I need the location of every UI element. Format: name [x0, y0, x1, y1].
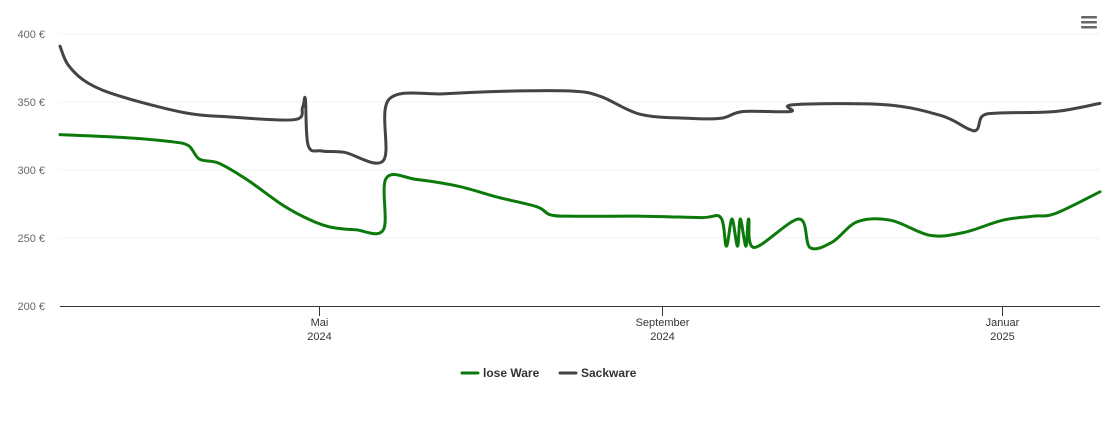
- legend-label: Sackware: [581, 366, 637, 380]
- y-tick-label: 400 €: [17, 29, 45, 41]
- hamburger-menu-icon: [1081, 16, 1097, 29]
- y-tick-label: 300 €: [17, 165, 45, 177]
- x-tick-label: Mai: [311, 317, 329, 329]
- series-line-sackware: [58, 44, 1102, 165]
- y-tick-label: 200 €: [17, 301, 45, 313]
- series-line-lose-ware: [58, 133, 1102, 251]
- y-tick-label: 250 €: [17, 233, 45, 245]
- chart-menu-button[interactable]: [1077, 12, 1101, 32]
- x-tick-label: Januar: [986, 317, 1020, 329]
- x-tick-sublabel: 2024: [307, 331, 331, 343]
- x-tick-sublabel: 2024: [650, 331, 674, 343]
- x-tick-sublabel: 2025: [990, 331, 1014, 343]
- legend-label: lose Ware: [483, 366, 540, 380]
- x-tick-label: September: [636, 317, 690, 329]
- y-tick-label: 350 €: [17, 97, 45, 109]
